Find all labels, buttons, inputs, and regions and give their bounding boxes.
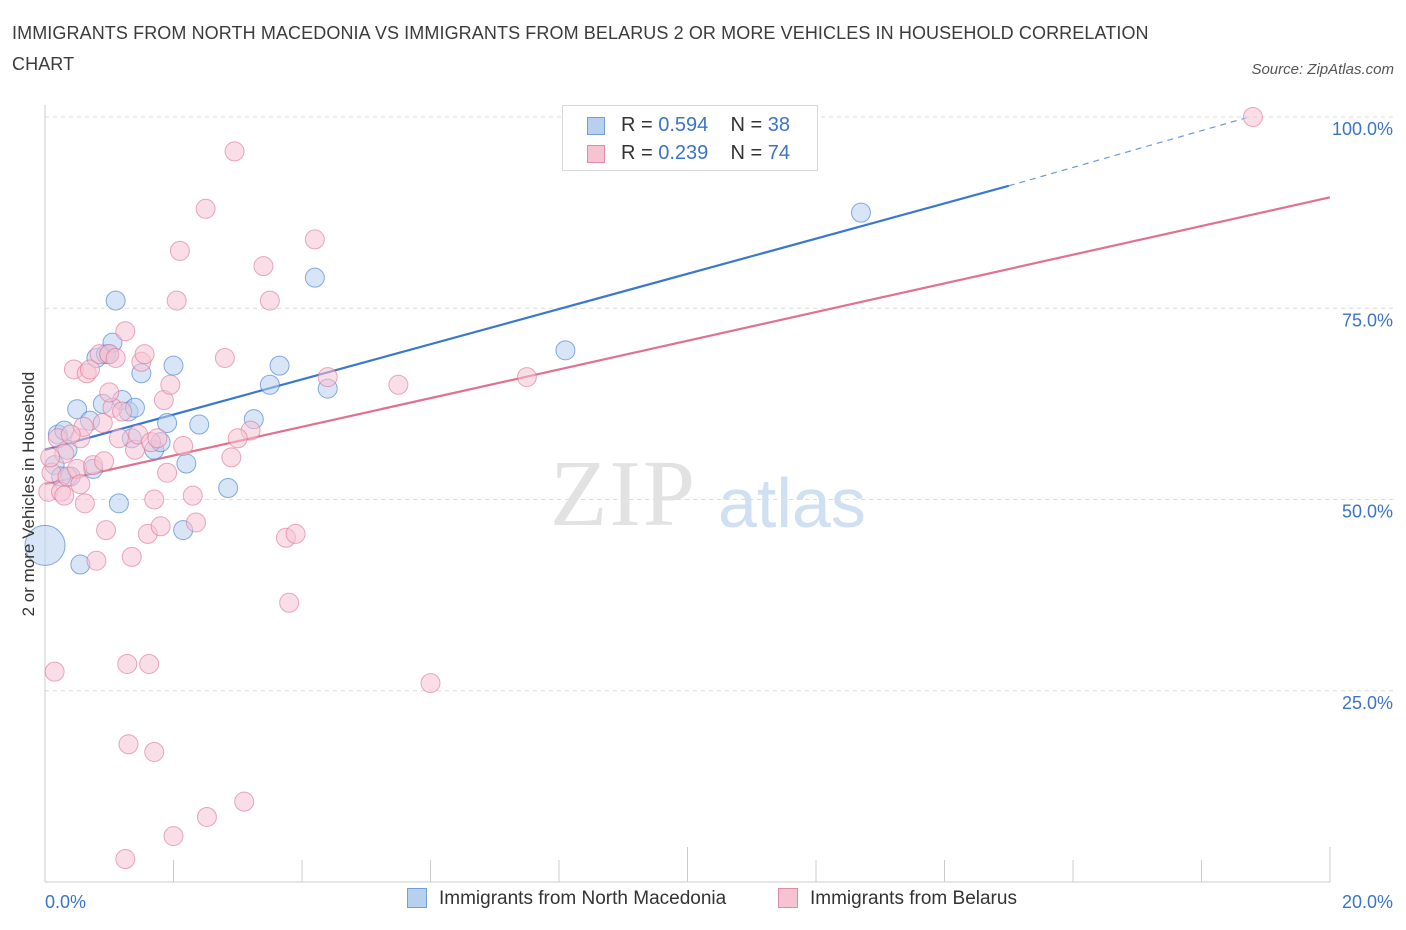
point-belarus [105,347,126,368]
watermark: ZIP atlas [550,442,866,546]
point-north-macedonia [304,267,325,288]
point-belarus [70,474,91,495]
trend-extension-north-macedonia [1008,117,1247,187]
point-north-macedonia [67,399,88,420]
point-belarus [420,673,441,694]
point-belarus [144,741,165,762]
point-north-macedonia [105,290,126,311]
point-belarus [253,256,274,277]
chart-title: IMMIGRANTS FROM NORTH MACEDONIA VS IMMIG… [12,23,1149,74]
legend-stats-1: R = 0.594 N = 38 [621,114,791,136]
series-swatch-blue [407,888,427,908]
point-belarus [99,382,120,403]
point-belarus [1242,107,1263,127]
y-axis-label: 2 or more Vehicles in Household [19,371,38,617]
point-north-macedonia [163,355,184,376]
point-north-macedonia [176,453,197,474]
x-tick-label: 20.0% [1342,892,1393,912]
stats-legend: R = 0.594 N = 38 R = 0.239 N = 74 [562,105,818,171]
point-belarus [108,428,129,449]
point-north-macedonia [259,374,280,395]
point-belarus [516,367,537,388]
watermark-atlas: atlas [718,464,866,542]
point-belarus [115,849,136,870]
point-north-macedonia [108,493,129,514]
point-belarus [185,512,206,533]
y-tick-label: 25.0% [1342,693,1393,713]
y-tick-label: 50.0% [1342,502,1393,522]
point-belarus [163,826,184,847]
point-belarus [150,516,171,537]
point-belarus [221,447,242,468]
point-belarus [121,546,142,567]
data-points [24,107,1263,870]
point-belarus [195,198,216,219]
point-belarus [60,424,81,445]
point-belarus [285,523,306,544]
point-belarus [134,344,155,365]
point-belarus [115,321,136,342]
series-label-belarus: Immigrants from Belarus [810,888,1017,909]
point-north-macedonia [24,524,66,566]
point-belarus [79,359,100,380]
x-tick-label: 0.0% [45,892,86,912]
point-belarus [74,493,95,514]
series-legend-north-macedonia: Immigrants from North Macedonia [407,888,726,910]
point-belarus [388,374,409,395]
legend-swatch-pink [587,145,605,163]
point-belarus [234,791,255,812]
point-north-macedonia [218,478,239,499]
point-belarus [173,435,194,456]
point-belarus [144,489,165,510]
point-north-macedonia [555,340,576,361]
series-swatch-pink [778,888,798,908]
point-belarus [214,347,235,368]
point-north-macedonia [269,355,290,376]
point-belarus [147,428,168,449]
trend-line-belarus [44,196,1331,486]
grid-lines [45,116,1394,692]
point-belarus [196,806,217,827]
point-belarus [118,734,139,755]
y-tick-label: 75.0% [1342,310,1393,330]
point-belarus [117,653,138,674]
point-north-macedonia [850,202,871,223]
y-tick-label: 100.0% [1332,119,1393,139]
point-north-macedonia [157,413,178,433]
point-belarus [279,592,300,613]
tick-labels: 100.0% 75.0% 50.0% 25.0% 0.0% 20.0% [45,119,1393,912]
point-belarus [160,374,181,395]
point-belarus [317,367,338,388]
point-belarus [92,413,113,433]
point-belarus [112,401,133,422]
legend-swatch-blue [587,117,605,135]
series-legend-belarus: Immigrants from Belarus [778,888,1017,910]
point-belarus [166,290,187,311]
point-belarus [54,485,75,506]
trend-line-north-macedonia [44,184,1010,451]
point-belarus [40,447,61,468]
point-belarus [259,290,280,311]
axes [44,105,1331,883]
point-belarus [86,550,107,571]
point-belarus [182,485,203,506]
point-belarus [224,141,245,162]
point-belarus [169,240,190,261]
point-belarus [139,653,160,674]
legend-stats-2: R = 0.239 N = 74 [621,142,791,164]
watermark-zip: ZIP [550,442,697,546]
point-belarus [96,520,117,541]
point-belarus [44,661,65,682]
point-belarus [304,229,325,250]
point-belarus [157,462,178,483]
trend-lines [44,117,1331,486]
series-label-north-macedonia: Immigrants from North Macedonia [439,888,727,909]
point-belarus [94,451,115,472]
source-note: Source: ZipAtlas.com [1251,61,1394,78]
point-north-macedonia [189,414,210,435]
point-belarus [227,428,248,449]
